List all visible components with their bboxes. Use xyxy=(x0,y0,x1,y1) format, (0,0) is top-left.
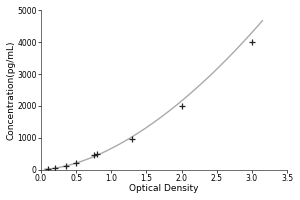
Y-axis label: Concentration(pg/mL): Concentration(pg/mL) xyxy=(7,40,16,140)
X-axis label: Optical Density: Optical Density xyxy=(129,184,199,193)
